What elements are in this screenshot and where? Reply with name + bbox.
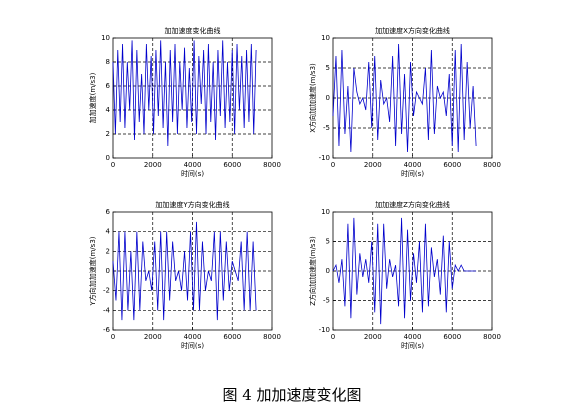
x-tick-label: 8000 [483,333,501,341]
x-tick-label: 0 [331,333,335,341]
y-tick-label: 4 [106,106,111,114]
caption: 图 4 加加速度变化图 [222,386,361,404]
y-tick-label: -5 [323,297,330,305]
x-tick-label: 4000 [184,333,202,341]
y-tick-label: 2 [106,130,110,138]
y-tick-label: 6 [106,82,111,90]
x-tick-label: 0 [111,333,115,341]
y-axis-label: Y方向加加速度(m/s3) [88,236,97,306]
y-axis-label: X方向加加速度(m/s3) [308,63,317,133]
x-axis-label: 时间(s) [401,341,424,350]
x-tick-label: 6000 [443,333,461,341]
y-tick-label: 0 [106,267,110,275]
x-axis-label: 时间(s) [401,169,424,178]
x-tick-label: 0 [111,161,115,169]
y-tick-label: -4 [103,306,111,314]
y-axis-label: Z方向加加速度(m/s3) [308,236,317,306]
x-tick-label: 8000 [483,161,501,169]
plot-title: 加加速度变化曲线 [165,26,221,35]
y-tick-label: -10 [319,326,330,334]
data-line [112,221,257,321]
data-line [332,217,477,325]
x-tick-label: 6000 [223,333,241,341]
x-tick-label: 8000 [263,161,281,169]
plot-title: 加加速度Y方向变化曲线 [155,200,229,209]
y-tick-label: 5 [326,238,330,246]
y-axis-label: 加加速度(m/s3) [88,72,97,123]
y-tick-label: -10 [319,154,330,162]
x-tick-label: 8000 [263,333,281,341]
x-tick-label: 2000 [364,333,382,341]
y-tick-label: 0 [326,94,330,102]
y-tick-label: 0 [326,267,330,275]
y-tick-label: 0 [106,154,110,162]
data-line [112,40,257,147]
plot-title: 加加速度Z方向变化曲线 [375,200,450,209]
data-line [332,43,477,153]
x-tick-label: 6000 [443,161,461,169]
y-tick-label: 10 [321,208,330,216]
y-tick-label: -2 [103,287,110,295]
x-tick-label: 4000 [184,161,202,169]
y-tick-label: 8 [106,58,110,66]
x-tick-label: 0 [331,161,335,169]
y-tick-label: 6 [106,208,111,216]
plot-title: 加加速度X方向变化曲线 [375,26,450,35]
x-axis-label: 时间(s) [181,169,204,178]
y-tick-label: 10 [321,34,330,42]
x-tick-label: 2000 [144,333,162,341]
y-tick-label: 2 [106,247,110,255]
y-tick-label: 4 [106,228,111,236]
x-axis-label: 时间(s) [181,341,204,350]
y-tick-label: 10 [101,34,110,42]
x-tick-label: 4000 [404,161,422,169]
y-tick-label: 5 [326,64,330,72]
y-tick-label: -5 [323,124,330,132]
x-tick-label: 4000 [404,333,422,341]
x-tick-label: 2000 [144,161,162,169]
y-tick-label: -6 [103,326,111,334]
x-tick-label: 6000 [223,161,241,169]
x-tick-label: 2000 [364,161,382,169]
